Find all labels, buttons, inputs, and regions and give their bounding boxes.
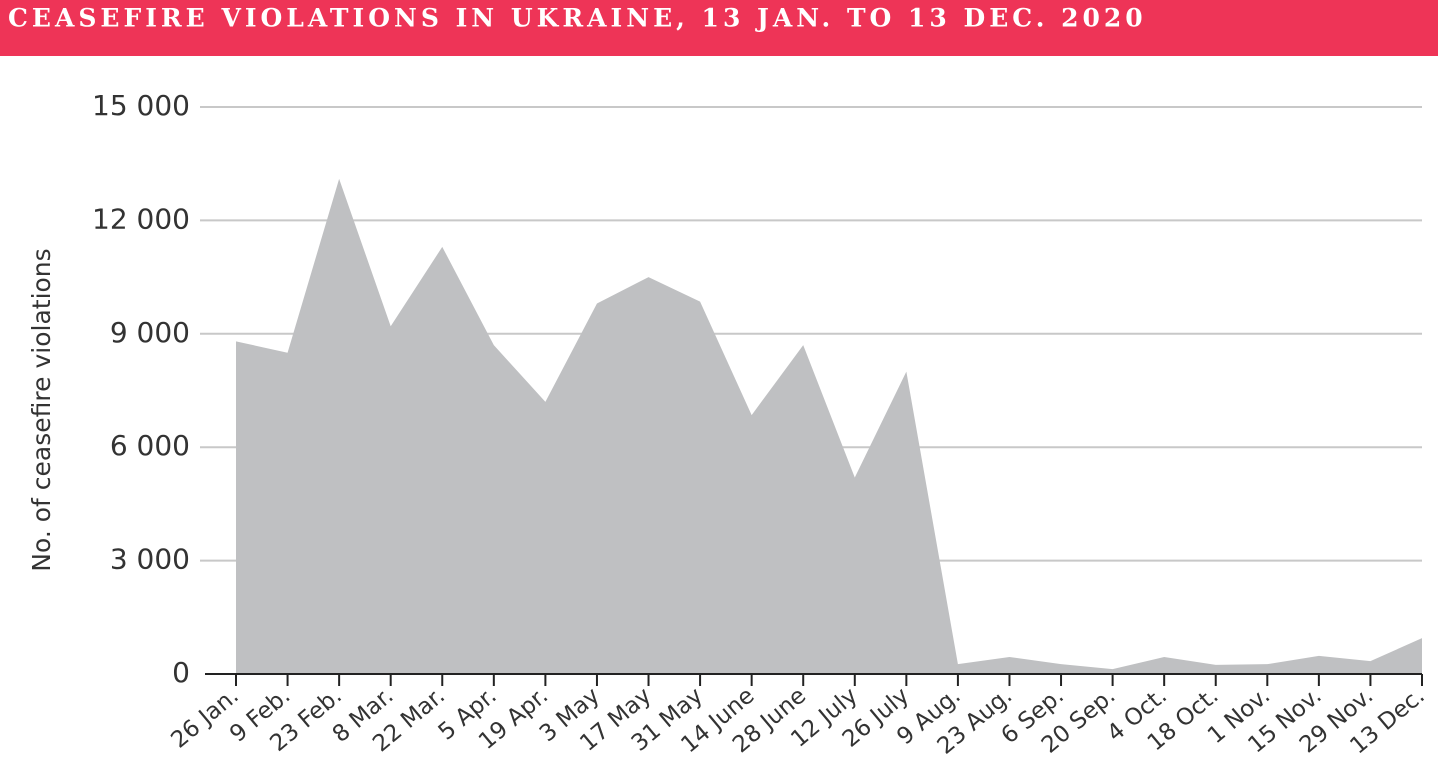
y-tick-label: 3 000	[110, 543, 190, 576]
y-tick-label: 15 000	[92, 89, 190, 122]
y-axis-label: No. of ceasefire violations	[27, 248, 56, 571]
y-tick-label: 12 000	[92, 202, 190, 235]
y-tick-label: 6 000	[110, 429, 190, 462]
chart-title: CEASEFIRE VIOLATIONS IN UKRAINE, 13 JAN.…	[8, 4, 1147, 33]
y-tick-label: 0	[172, 656, 190, 689]
area	[236, 178, 1422, 674]
y-tick-label: 9 000	[110, 316, 190, 349]
x-tick-label: 26 Jan.	[166, 683, 243, 754]
title-banner	[0, 0, 1438, 56]
